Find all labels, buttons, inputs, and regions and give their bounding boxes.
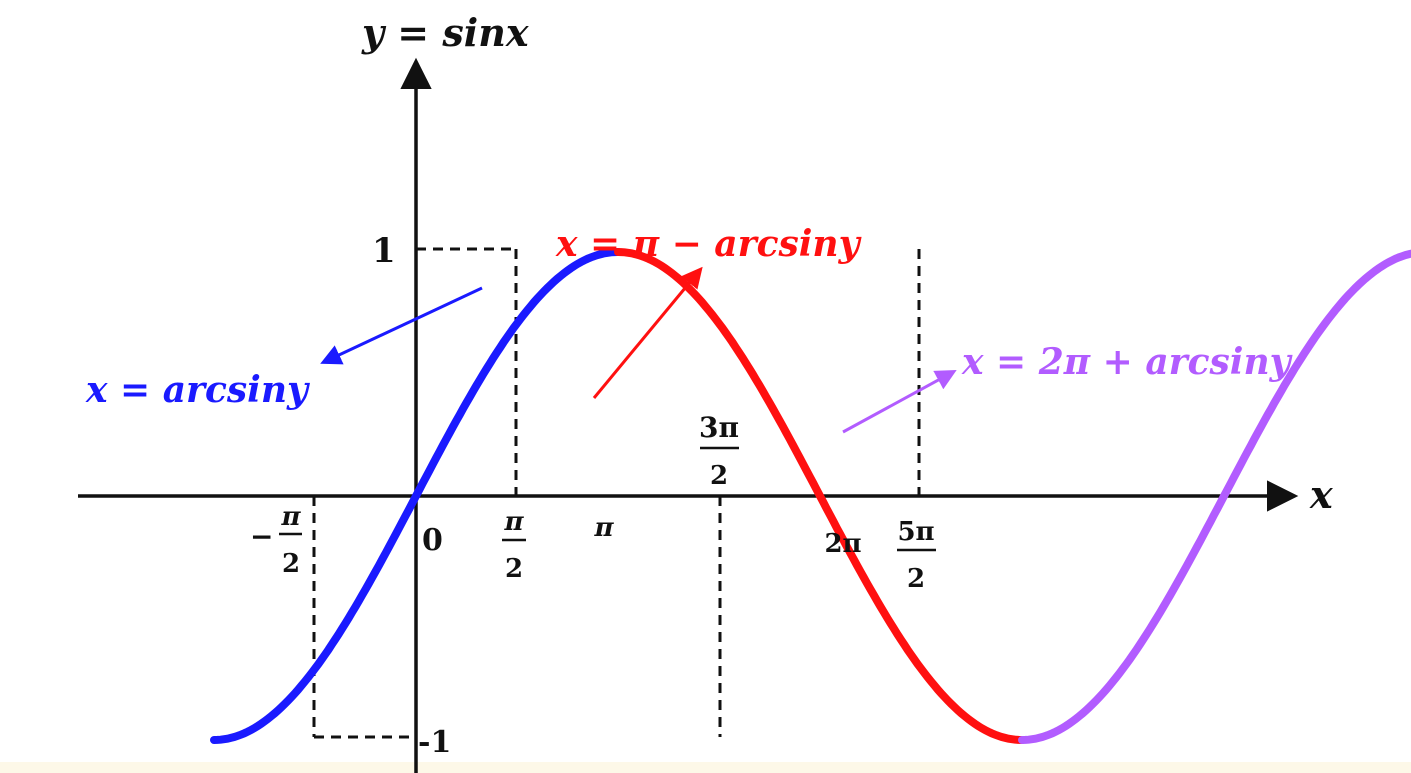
x-tick-half-pi-num: π xyxy=(503,507,524,537)
x-tick-three-half-pi-num: 3π xyxy=(699,411,739,444)
branch2-pointer-arrow xyxy=(592,266,703,399)
x-tick-five-half-pi-num: 5π xyxy=(897,517,934,547)
y-tick-1: 1 xyxy=(372,231,396,271)
sine-branch-two-pi-plus-arcsin-curve xyxy=(1018,249,1411,744)
branch3-pointer-arrow xyxy=(842,369,957,434)
x-tick-neg-sign: − xyxy=(250,520,273,553)
x-tick-half-pi: π 2 xyxy=(502,507,526,584)
x-axis-label: x xyxy=(1309,472,1334,517)
branch2-annotation: x = π − arcsiny xyxy=(555,223,862,265)
origin-label: 0 xyxy=(422,523,443,558)
x-tick-pi: π xyxy=(593,513,614,543)
x-tick-five-half-pi: 5π 2 xyxy=(897,517,936,594)
x-tick-two-pi: 2π xyxy=(824,529,861,559)
x-tick-neg-half-pi-num: π xyxy=(280,502,301,532)
x-tick-neg-half-pi: − π 2 xyxy=(250,502,302,579)
branch1-annotation: x = arcsiny xyxy=(85,369,310,411)
guide-lines xyxy=(312,247,921,739)
x-tick-neg-half-pi-den: 2 xyxy=(282,549,300,579)
y-tick-neg1: -1 xyxy=(418,725,451,760)
x-tick-three-half-pi: 3π 2 xyxy=(699,411,739,491)
graph-title: y = sinx xyxy=(361,10,530,55)
branch3-annotation: x = 2π + arcsiny xyxy=(961,341,1293,383)
branch1-pointer-arrow xyxy=(320,286,483,365)
sine-branch-arcsin-curve xyxy=(210,248,622,744)
bottom-strip xyxy=(0,762,1411,773)
x-tick-three-half-pi-den: 2 xyxy=(710,461,728,491)
x-tick-five-half-pi-den: 2 xyxy=(907,564,925,594)
x-tick-half-pi-den: 2 xyxy=(505,554,523,584)
